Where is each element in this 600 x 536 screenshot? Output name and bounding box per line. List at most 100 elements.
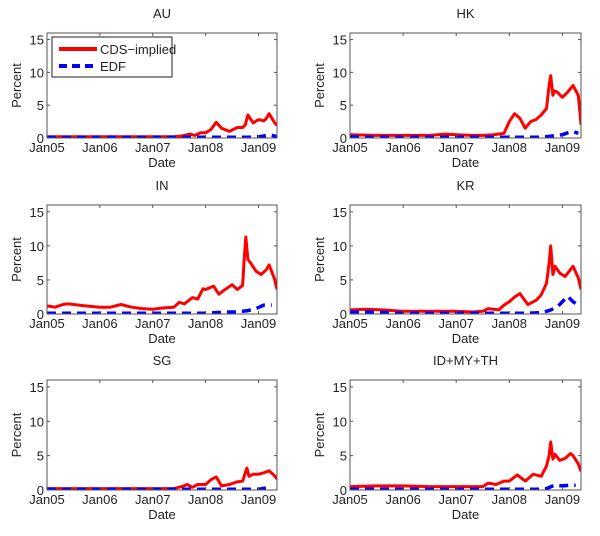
plot-area — [47, 205, 277, 314]
panel-title: KR — [456, 178, 474, 193]
y-tick-label: 10 — [30, 239, 44, 254]
legend-box — [51, 36, 173, 78]
series-line-cds-implied — [47, 235, 277, 311]
x-tick-label: Jan08 — [188, 140, 223, 155]
series-group — [350, 244, 581, 314]
x-tick-label: Jan08 — [188, 316, 223, 331]
x-tick-label: Jan05 — [29, 140, 64, 155]
panel-hk: 0 5 10 15 Jan05 Jan06 Jan07 Jan08 Jan09 HK Date Per… — [312, 6, 582, 170]
x-tick-label: Jan08 — [492, 140, 527, 155]
x-tick-label: Jan06 — [385, 492, 420, 507]
y-tick-label: 15 — [333, 380, 347, 395]
y-tick-label: 10 — [30, 414, 44, 429]
panel-id-my-th: 0 5 10 15 Jan05 Jan06 Jan07 Jan08 Jan09 ID+MY+TH D… — [312, 353, 582, 522]
y-axis-title: Percent — [312, 63, 327, 108]
series-line-cds-implied — [47, 112, 277, 138]
legend: CDS−implied EDF — [51, 36, 176, 78]
x-tick-label: Jan07 — [438, 492, 473, 507]
y-axis-title: Percent — [9, 412, 24, 457]
y-tick-label: 5 — [37, 98, 44, 113]
series-group — [47, 235, 277, 314]
plot-area — [350, 380, 581, 490]
series-line-cds-implied — [350, 244, 581, 314]
series-group — [47, 112, 277, 138]
plot-frame — [46, 32, 278, 139]
y-tick-label: 5 — [340, 273, 347, 288]
y-tick-label: 10 — [333, 414, 347, 429]
plot-frame — [349, 204, 582, 315]
panel-title: HK — [456, 6, 474, 21]
y-tick-label: 0 — [37, 483, 44, 498]
x-tick-label: Jan06 — [385, 316, 420, 331]
plot-frame — [46, 204, 278, 315]
x-tick-label: Jan09 — [545, 492, 580, 507]
x-tick-label: Jan05 — [332, 492, 367, 507]
y-tick-label: 15 — [30, 33, 44, 48]
y-tick-label: 0 — [340, 131, 347, 146]
x-tick-label: Jan09 — [241, 492, 276, 507]
y-tick-label: 5 — [340, 449, 347, 464]
y-axis-title: Percent — [312, 237, 327, 282]
x-axis-title: Date — [452, 155, 479, 170]
plot-area — [350, 205, 581, 314]
x-tick-label: Jan08 — [188, 492, 223, 507]
x-tick-label: Jan07 — [135, 316, 170, 331]
y-tick-label: 5 — [340, 98, 347, 113]
x-tick-label: Jan08 — [492, 316, 527, 331]
series-line-edf — [47, 132, 277, 138]
legend-label: CDS−implied — [100, 42, 176, 57]
plot-area — [47, 380, 277, 490]
plot-frame — [349, 379, 582, 491]
x-tick-label: Jan09 — [241, 316, 276, 331]
x-tick-label: Jan09 — [545, 140, 580, 155]
panel-au: 0 5 10 15 Jan05 Jan06 Jan07 Jan08 Jan09 AU Date Per… — [9, 6, 278, 170]
x-tick-label: Jan06 — [82, 316, 117, 331]
plot-area — [350, 33, 581, 138]
y-tick-label: 15 — [30, 380, 44, 395]
x-tick-label: Jan05 — [29, 492, 64, 507]
panel-title: AU — [153, 6, 171, 21]
panel-title: SG — [153, 353, 172, 368]
legend-label: EDF — [100, 59, 126, 74]
y-axis-title: Percent — [9, 237, 24, 282]
x-tick-label: Jan06 — [385, 140, 420, 155]
x-tick-label: Jan06 — [82, 492, 117, 507]
panel-title: ID+MY+TH — [433, 353, 498, 368]
y-tick-label: 15 — [333, 205, 347, 220]
series-line-edf — [350, 294, 580, 314]
x-axis-title: Date — [148, 155, 175, 170]
y-tick-label: 0 — [340, 307, 347, 322]
series-line-edf — [47, 486, 272, 490]
x-tick-label: Jan07 — [135, 492, 170, 507]
y-tick-label: 0 — [37, 307, 44, 322]
y-tick-label: 10 — [333, 65, 347, 80]
x-tick-label: Jan07 — [438, 140, 473, 155]
y-tick-label: 0 — [340, 483, 347, 498]
x-tick-label: Jan06 — [82, 140, 117, 155]
y-tick-label: 0 — [37, 131, 44, 146]
plot-frame — [46, 379, 278, 491]
x-tick-label: Jan08 — [492, 492, 527, 507]
panel-title: IN — [156, 178, 169, 193]
series-line-cds-implied — [350, 440, 581, 489]
panel-kr: 0 5 10 15 Jan05 Jan06 Jan07 Jan08 Jan09 KR Date Per… — [312, 178, 582, 346]
y-tick-label: 5 — [37, 273, 44, 288]
x-tick-label: Jan07 — [135, 140, 170, 155]
x-tick-label: Jan09 — [241, 140, 276, 155]
series-line-cds-implied — [350, 74, 581, 137]
y-tick-label: 15 — [333, 33, 347, 48]
y-axis-title: Percent — [9, 63, 24, 108]
panel-in: 0 5 10 15 Jan05 Jan06 Jan07 Jan08 Jan09 IN Date Per… — [9, 178, 278, 346]
y-tick-label: 10 — [333, 239, 347, 254]
x-axis-title: Date — [148, 331, 175, 346]
x-tick-label: Jan07 — [438, 316, 473, 331]
y-axis-title: Percent — [312, 412, 327, 457]
x-tick-label: Jan09 — [545, 316, 580, 331]
x-tick-label: Jan05 — [332, 316, 367, 331]
y-tick-label: 5 — [37, 449, 44, 464]
series-line-edf — [350, 129, 579, 138]
x-axis-title: Date — [452, 507, 479, 522]
x-tick-label: Jan05 — [29, 316, 64, 331]
series-group — [350, 74, 581, 138]
